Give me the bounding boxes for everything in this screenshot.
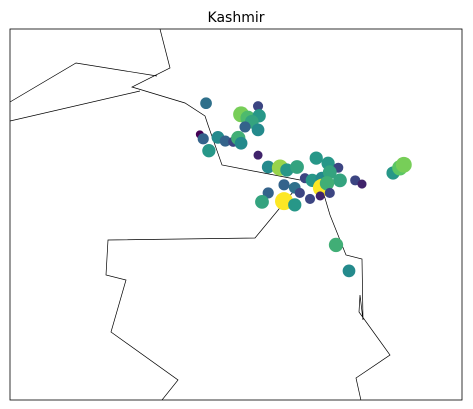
point [262, 187, 274, 199]
point [197, 133, 209, 145]
points [195, 97, 412, 278]
point [261, 160, 275, 174]
border [10, 90, 141, 122]
point [200, 97, 212, 110]
border [10, 62, 158, 103]
point [253, 150, 263, 160]
border [105, 185, 299, 400]
point [304, 193, 316, 204]
border [131, 29, 391, 400]
borders [10, 29, 391, 400]
point [333, 173, 347, 188]
point [251, 123, 265, 137]
point [294, 187, 305, 199]
map-title: Kashmir [208, 10, 265, 26]
point [357, 179, 367, 189]
point [309, 151, 323, 165]
point [322, 165, 337, 180]
point [278, 179, 290, 191]
point [234, 136, 248, 150]
point [288, 198, 302, 212]
point [328, 237, 344, 253]
point [219, 135, 231, 147]
point [395, 156, 412, 173]
point [324, 187, 335, 199]
map-frame [9, 28, 463, 401]
point [342, 264, 356, 278]
point [315, 191, 325, 201]
point [202, 144, 216, 158]
point [255, 194, 269, 209]
point [252, 101, 264, 112]
point [319, 176, 335, 191]
point [290, 160, 304, 174]
point [239, 121, 251, 133]
